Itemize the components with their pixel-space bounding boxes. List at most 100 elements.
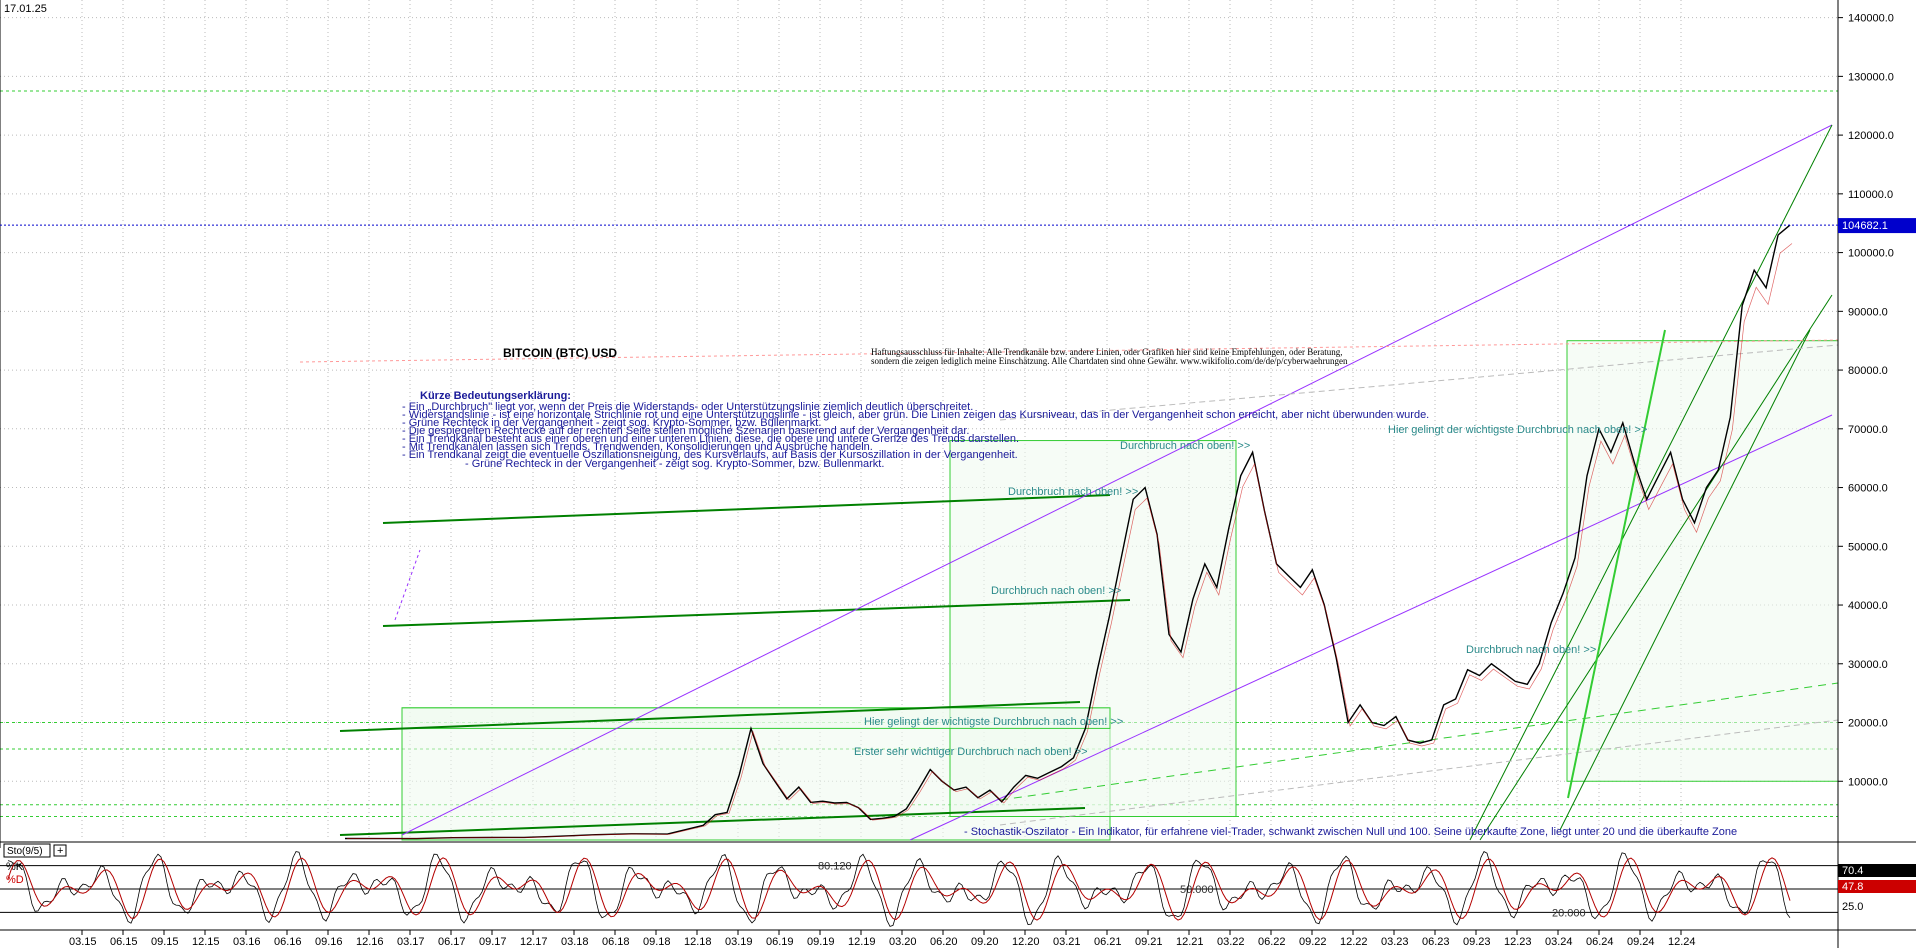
y-tick-label: 130000.0 [1848,71,1894,83]
explanation-line: - Die gespiegelten Rechtecke auf der rec… [402,425,969,437]
disclaimer-line-2: sondern die zeigen lediglich meine Einsc… [871,356,1348,366]
osc-k-line [7,851,1791,927]
date-label: 17.01.25 [4,3,47,15]
osc-d-label: %D [6,874,24,886]
y-tick-label: 10000.0 [1848,776,1888,788]
x-tick-label: 06.17 [438,936,466,948]
osc-d-line [7,857,1791,921]
x-tick-label: 12.17 [520,936,548,948]
explanation-line: - Ein Trendkanal zeigt die eventuelle Os… [402,449,1018,461]
y-tick-label: 140000.0 [1848,13,1894,25]
chart-title: BITCOIN (BTC) USD [503,346,617,360]
osc-level-25: 25.0 [1842,901,1863,913]
stochastic-panel: Sto(9/5) +%K%D80.12050.00020.00070.447.82… [0,841,1916,927]
support-2017 [339,807,1086,836]
x-tick-label: 09.23 [1463,936,1491,948]
y-tick-label: 60000.0 [1848,483,1888,495]
osc-d-value: 47.8 [1842,881,1863,893]
x-tick-label: 03.15 [69,936,97,948]
x-tick-label: 06.23 [1422,936,1450,948]
x-tick-label: 03.20 [889,936,917,948]
y-tick-label: 30000.0 [1848,659,1888,671]
x-tick-label: 12.19 [848,936,876,948]
red-dash-top [299,339,1839,363]
green-dash-long [999,682,1839,801]
breakout-label-major: Hier gelingt der wichtigste Durchbruch n… [1388,424,1647,436]
osc-level-label: 20.000 [1552,907,1586,919]
x-tick-label: 06.20 [930,936,958,948]
x-tick-label: 09.21 [1135,936,1163,948]
x-tick-label: 09.16 [315,936,343,948]
x-tick-label: 06.19 [766,936,794,948]
breakout-label-first: Erster sehr wichtiger Durchbruch nach ob… [854,746,1088,758]
x-tick-label: 09.15 [151,936,179,948]
breakout-annotations: Durchbruch nach oben! >> Durchbruch nach … [854,424,1647,758]
x-tick-label: 09.24 [1627,936,1655,948]
x-tick-label: 09.19 [807,936,835,948]
y-tick-label: 120000.0 [1848,130,1894,142]
x-tick-label: 09.17 [479,936,507,948]
explanation-line: - Grüne Rechteck in der Vergangenheit - … [402,417,821,429]
x-tick-label: 06.18 [602,936,630,948]
x-tick-label: 06.22 [1258,936,1286,948]
x-tick-label: 09.20 [971,936,999,948]
price-series [344,224,1793,840]
osc-level-label: 80.120 [818,861,852,873]
x-axis: 03.15 06.15 09.15 12.15 03.16 06.16 09.16 12.16… [0,929,1916,948]
y-tick-label: 40000.0 [1848,600,1888,612]
explanation-lines: - Ein „Durchbruch" liegt vor, wenn der P… [402,401,1429,470]
support-band [401,707,1111,729]
x-tick-label: 03.16 [233,936,261,948]
x-tick-label: 12.23 [1504,936,1532,948]
green-channel-upper [1469,124,1833,841]
osc-name: Sto(9/5) [7,846,43,857]
x-tick-label: 09.18 [643,936,671,948]
violet-channel-upper [401,124,1833,836]
breakout-label: Durchbruch nach oben! >> [991,585,1121,597]
green-channel-lower [1479,294,1833,841]
x-tick-label: 03.19 [725,936,753,948]
x-tick-label: 03.17 [397,936,425,948]
x-tick-label: 12.22 [1340,936,1368,948]
explanation-line: - Ein „Durchbruch" liegt vor, wenn der P… [402,401,973,413]
x-tick-label: 03.22 [1217,936,1245,948]
green-rectangles [401,340,1839,841]
x-tick-label: 03.23 [1381,936,1409,948]
x-tick-label: 12.21 [1176,936,1204,948]
resistance-2017 [339,701,1081,732]
resistance-2018 [382,494,1111,524]
last-price-tag [1838,218,1916,234]
x-tick-label: 03.21 [1053,936,1081,948]
price-line [344,224,1791,840]
y-tick-label: 50000.0 [1848,541,1888,553]
green-channel-mid [1559,329,1811,831]
y-tick-label: 80000.0 [1848,365,1888,377]
y-tick-label: 90000.0 [1848,306,1888,318]
x-tick-label: 03.18 [561,936,589,948]
osc-add-icon: + [57,845,63,857]
scenario-green-steep [1567,329,1666,799]
osc-k-tag [1838,864,1916,877]
osc-name-box [3,843,51,858]
x-tick-label: 03.24 [1545,936,1573,948]
stochastic-note: - Stochastik-Oszilator - Ein Indikator, … [964,826,1737,838]
x-tick-label: 12.15 [192,936,220,948]
bull-rectangle-2021 [949,440,1237,818]
x-tick-label: 09.22 [1299,936,1327,948]
grey-dash-upper [999,344,1839,421]
explanation-line: - Grüne Rechteck in der Vergangenheit - … [465,458,884,470]
breakout-label: Durchbruch nach oben! >> [1008,486,1138,498]
x-tick-label: 06.24 [1586,936,1614,948]
last-price-label: 104682.1 [1842,220,1888,232]
grey-dash-long [999,719,1839,826]
y-tick-label: 20000.0 [1848,718,1888,730]
x-tick-label: 06.15 [110,936,138,948]
price-line-low [347,243,1793,840]
breakout-label-major: Hier gelingt der wichtigste Durchbruch n… [864,716,1123,728]
osc-d-tag [1838,880,1916,893]
osc-level-label: 50.000 [1180,884,1214,896]
x-tick-label: 12.18 [684,936,712,948]
x-tick-label: 06.21 [1094,936,1122,948]
x-tick-label: 06.16 [274,936,302,948]
